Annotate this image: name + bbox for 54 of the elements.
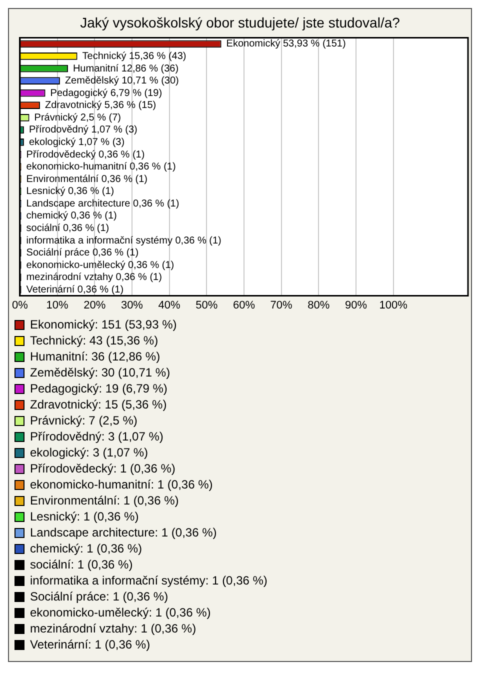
x-tick-label: 60% — [232, 299, 256, 312]
x-tick-label: 0% — [12, 299, 28, 312]
data-label: Veterinární 0,36 % (1) — [26, 284, 124, 296]
legend-label: Sociální práce: 1 (0,36 %) — [30, 589, 168, 604]
legend-label: informatika a informační systémy: 1 (0,36 %) — [30, 573, 268, 588]
data-label: Ekonomický 53,93 % (151) — [226, 38, 346, 50]
data-label: sociální 0,36 % (1) — [26, 222, 110, 234]
legend-label: Přírodovědecký: 1 (0,36 %) — [30, 461, 176, 476]
legend-label: Environmentální: 1 (0,36 %) — [30, 493, 179, 508]
legend-label: Ekonomický: 151 (53,93 %) — [30, 317, 177, 332]
data-label: Zdravotnický 5,36 % (15) — [44, 100, 156, 112]
legend-label: Landscape architecture: 1 (0,36 %) — [30, 525, 217, 540]
data-label: informatika a informační systémy 0,36 % (1) — [26, 235, 222, 246]
x-tick-label: 70% — [270, 299, 293, 312]
data-label: Přírodovědný 1,07 % (3) — [28, 124, 138, 136]
x-tick-label: 40% — [158, 299, 181, 312]
x-tick-label: 10% — [46, 299, 69, 312]
data-label: Zemědělský 10,71 % (30) — [64, 76, 179, 87]
legend-label: Humanitní: 36 (12,86 %) — [30, 349, 160, 364]
legend-label: ekonomicko-umělecký: 1 (0,36 %) — [30, 605, 211, 620]
legend-label: Přírodovědný: 3 (1,07 %) — [30, 429, 164, 444]
legend-label: Zdravotnický: 15 (5,36 %) — [30, 397, 167, 412]
legend-label: Technický: 43 (15,36 %) — [30, 333, 158, 348]
data-label: ekologický 1,07 % (3) — [28, 136, 125, 148]
legend-label: Veterinární: 1 (0,36 %) — [30, 637, 150, 652]
data-label: Landscape architecture 0,36 % (1) — [26, 198, 180, 210]
legend-label: Lesnický: 1 (0,36 %) — [30, 509, 139, 524]
data-label: Přírodovědecký 0,36 % (1) — [26, 149, 145, 160]
data-label: chemický 0,36 % (1) — [26, 210, 117, 222]
legend-label: ekologický: 3 (1,07 %) — [30, 445, 148, 460]
data-label: Pedagogický 6,79 % (19) — [50, 88, 162, 99]
x-tick-label: 80% — [308, 299, 330, 312]
chart-title: Jaký vysokoškolský obor studujete/ jste studoval/a? — [80, 14, 400, 30]
legend-label: Pedagogický: 19 (6,79 %) — [30, 381, 168, 396]
x-tick-label: 50% — [196, 299, 218, 312]
x-tick-label: 30% — [120, 299, 144, 312]
data-label: ekonomicko-umělecký 0,36 % (1) — [26, 260, 174, 271]
legend-label: mezinárodní vztahy: 1 (0,36 %) — [30, 621, 196, 636]
x-tick-label: 90% — [344, 299, 368, 312]
legend-label: ekonomicko-humanitní: 1 (0,36 %) — [30, 477, 213, 492]
data-label: Lesnický 0,36 % (1) — [26, 186, 114, 198]
data-label: Právnický 2,5 % (7) — [34, 112, 121, 124]
legend-label: Zemědělský: 30 (10,71 %) — [30, 365, 170, 380]
data-label: Environmentální 0,36 % (1) — [26, 174, 148, 185]
x-tick-label: 20% — [84, 299, 106, 312]
data-label: mezinárodní vztahy 0,36 % (1) — [26, 272, 162, 284]
data-label: ekonomicko-humanitní 0,36 % (1) — [26, 162, 176, 173]
x-tick-label: 100% — [379, 299, 408, 312]
legend-label: sociální: 1 (0,36 %) — [30, 557, 133, 572]
data-label: Technický 15,36 % (43) — [82, 50, 186, 62]
data-label: Sociální práce 0,36 % (1) — [26, 248, 139, 259]
legend-label: Právnický: 7 (2,5 %) — [30, 413, 138, 428]
legend-label: chemický: 1 (0,36 %) — [30, 541, 142, 556]
data-label: Humanitní 12,86 % (36) — [72, 63, 179, 74]
